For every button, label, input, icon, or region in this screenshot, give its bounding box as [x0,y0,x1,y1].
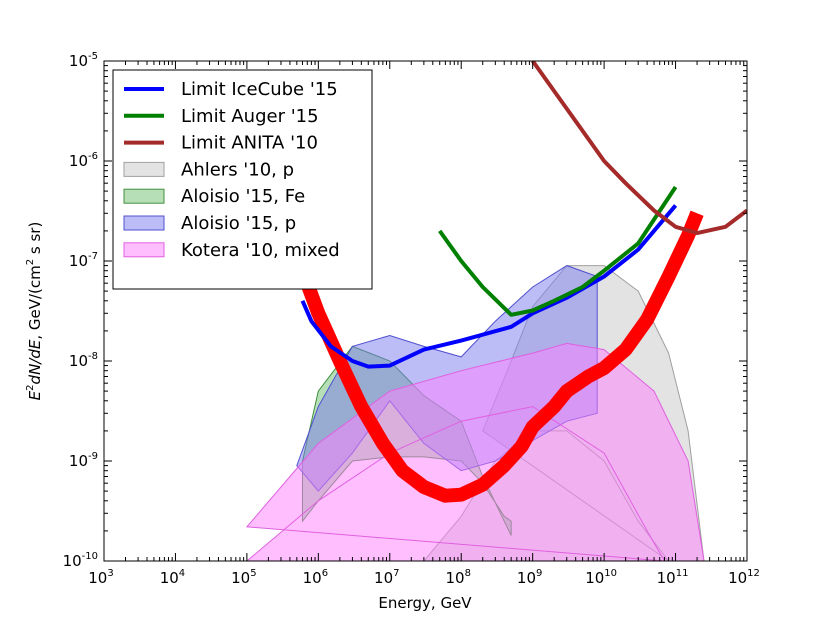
y-tick-base: 10 [69,252,88,270]
limit-line-0 [300,204,678,369]
x-tick-label-7: 1010 [585,568,617,587]
x-tick-exp: 4 [179,568,185,579]
x-tick-exp: 3 [107,568,113,579]
x-tick-exp: 12 [747,568,760,579]
x-tick-label-1: 104 [160,568,185,587]
reference-curve-line [295,210,704,503]
ticklabels-layer: 103 104 105 106 107 108 109 1010 1011 101210-1010… [63,51,760,587]
limit-line-2 [531,61,747,236]
y-tick-base: 10 [69,452,88,470]
y-tick-label-4: 10-6 [69,151,98,170]
x-tick-base: 10 [517,569,536,587]
y-tick-exp: -6 [88,151,98,162]
x-tick-label-5: 108 [445,568,470,587]
y-axis-label-units-sup: 2 [25,259,36,265]
x-tick-base: 10 [88,569,107,587]
y-tick-base: 10 [69,152,88,170]
x-tick-base: 10 [445,569,464,587]
legend: Limit IceCube '15 Limit Auger '15 Limit AN… [112,69,373,290]
legend-label-5: Aloisio '15, p [181,213,296,234]
legend-label-3: Ahlers '10, p [181,159,294,180]
y-tick-label-1: 10-9 [69,451,98,470]
x-tick-base: 10 [585,569,604,587]
x-tick-exp: 9 [536,568,542,579]
x-tick-exp: 6 [322,568,328,579]
y-axis-label-mid: dN/dE [26,339,44,384]
x-tick-base: 10 [303,569,322,587]
x-tick-base: 10 [374,569,393,587]
x-tick-exp: 11 [676,568,689,579]
x-tick-label-4: 107 [374,568,399,587]
y-tick-label-5: 10-5 [69,51,98,70]
legend-label-6: Kotera '10, mixed [181,240,340,261]
y-tick-label-0: 10-10 [63,551,98,570]
legend-label-2: Limit ANITA '10 [181,133,318,154]
x-tick-label-0: 103 [88,568,113,587]
y-tick-base: 10 [69,52,88,70]
limit-line-1 [438,185,678,317]
y-tick-exp: -10 [82,551,98,562]
legend-label-4: Aloisio '15, Fe [181,186,305,207]
legend-band-swatch-4 [123,188,165,204]
y-tick-label-2: 10-8 [69,351,98,370]
band-3 [245,342,705,561]
y-tick-base: 10 [63,552,82,570]
y-tick-exp: -5 [88,51,98,62]
x-tick-base: 10 [231,569,250,587]
legend-label-1: Limit Auger '15 [181,106,319,127]
y-tick-exp: -8 [88,351,98,362]
x-tick-label-9: 1012 [728,568,760,587]
y-axis-label-e: E [26,390,44,400]
x-tick-label-6: 109 [517,568,542,587]
x-tick-exp: 5 [250,568,256,579]
y-axis-label-sup: 2 [25,384,36,390]
x-tick-base: 10 [728,569,747,587]
legend-band-swatch-6 [123,242,165,258]
y-axis-label: E2dN/dE, GeV/(cm2 s sr) [25,222,44,401]
x-tick-exp: 10 [604,568,617,579]
x-tick-label-8: 1011 [657,568,689,587]
x-tick-label-2: 105 [231,568,256,587]
y-tick-label-3: 10-7 [69,251,98,270]
y-tick-base: 10 [69,352,88,370]
lines-layer [295,61,747,503]
plot-frame [103,60,748,562]
x-tick-exp: 8 [465,568,471,579]
x-tick-base: 10 [160,569,179,587]
x-tick-base: 10 [657,569,676,587]
y-axis-label-units: , GeV/(cm [26,265,44,339]
legend-band-swatch-5 [123,215,165,231]
legend-label-0: Limit IceCube '15 [181,79,338,100]
x-tick-label-3: 106 [303,568,328,587]
y-tick-exp: -7 [88,251,98,262]
x-axis-label: Energy, GeV [378,594,472,612]
ticks-layer [103,60,748,562]
legend-band-swatch-3 [123,161,165,177]
x-tick-exp: 7 [393,568,399,579]
y-tick-exp: -9 [88,451,98,462]
y-axis-label-units-end: s sr) [26,222,44,259]
